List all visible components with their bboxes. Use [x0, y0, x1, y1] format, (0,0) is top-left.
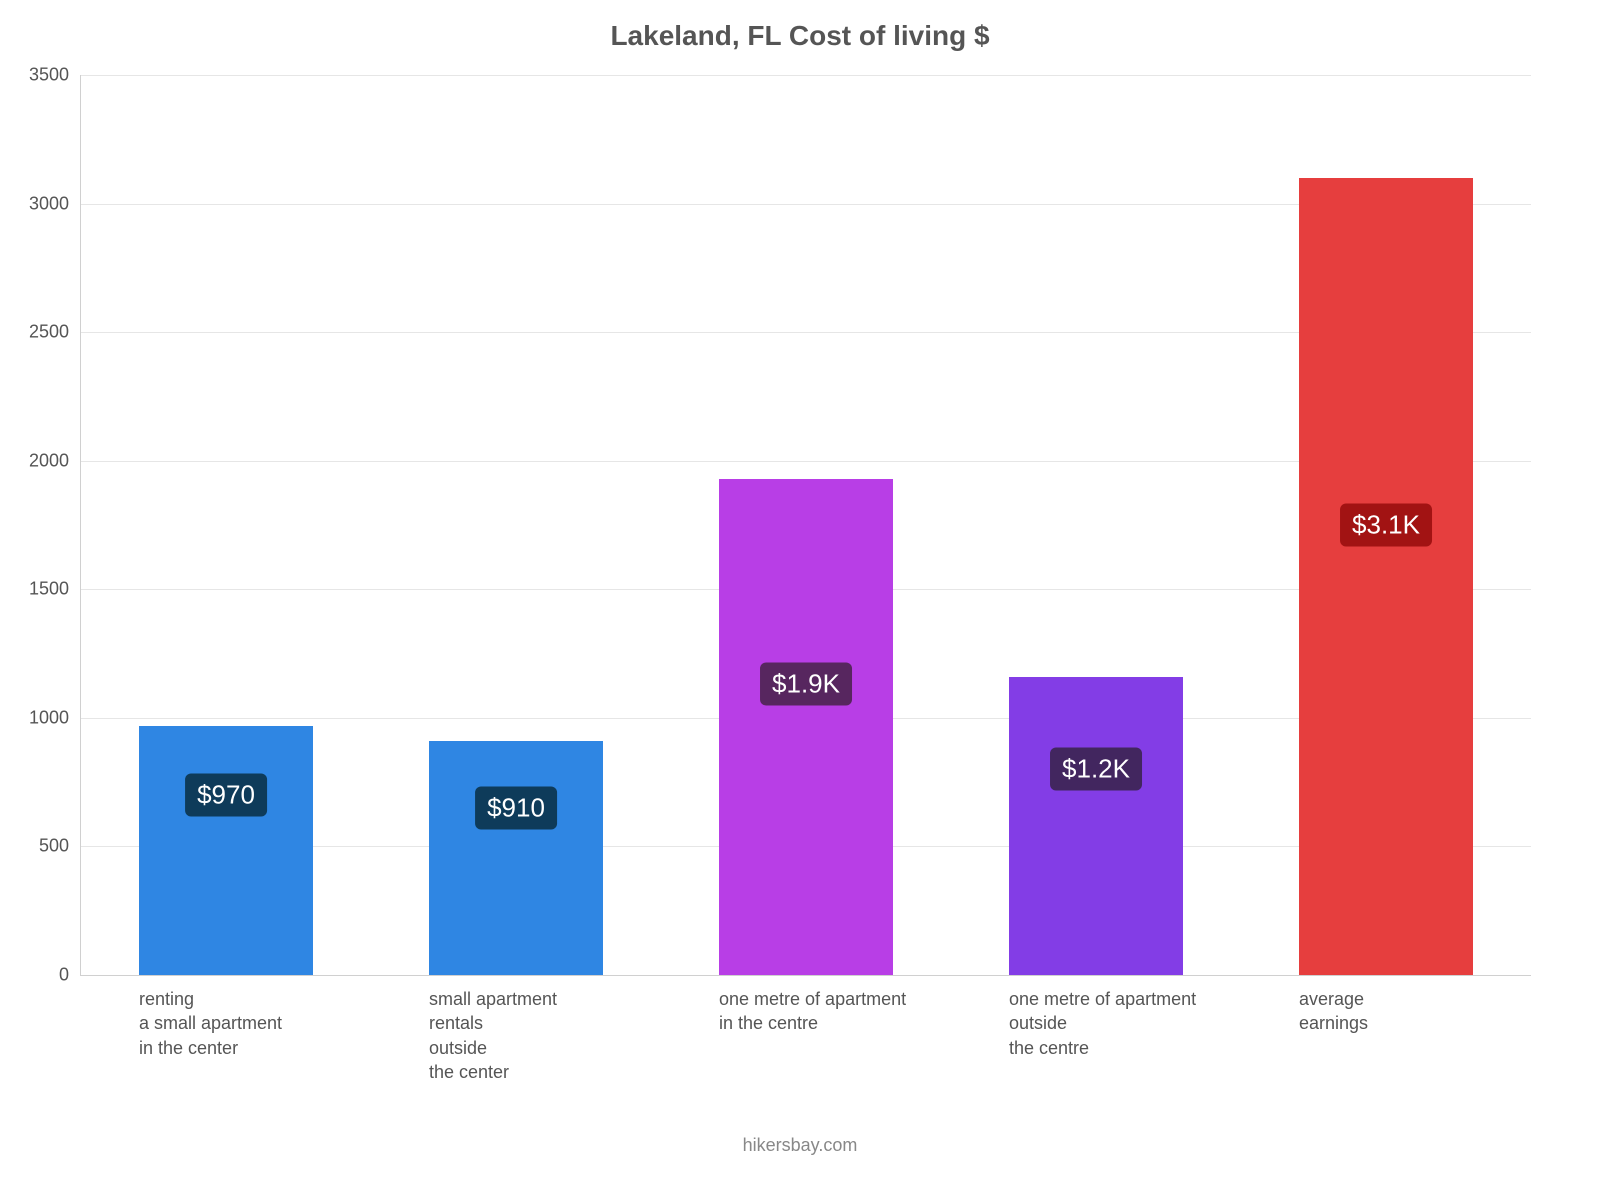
- xtick-label: renting a small apartment in the center: [139, 987, 429, 1060]
- chart-title: Lakeland, FL Cost of living $: [0, 20, 1600, 52]
- ytick-label: 2000: [1, 450, 69, 471]
- xtick-label: average earnings: [1299, 987, 1589, 1036]
- xtick-label: small apartment rentals outside the cent…: [429, 987, 719, 1084]
- gridline: [81, 75, 1531, 76]
- ytick-label: 3500: [1, 65, 69, 86]
- value-badge: $3.1K: [1340, 504, 1432, 547]
- plot-area: 0500100015002000250030003500$970renting …: [80, 75, 1531, 976]
- bar: [719, 479, 893, 975]
- ytick-label: 2500: [1, 322, 69, 343]
- ytick-label: 500: [1, 836, 69, 857]
- value-badge: $970: [185, 774, 267, 817]
- ytick-label: 3000: [1, 193, 69, 214]
- ytick-label: 0: [1, 965, 69, 986]
- xtick-label: one metre of apartment outside the centr…: [1009, 987, 1299, 1060]
- ytick-label: 1500: [1, 579, 69, 600]
- bar: [1009, 677, 1183, 975]
- value-badge: $1.2K: [1050, 748, 1142, 791]
- ytick-label: 1000: [1, 707, 69, 728]
- xtick-label: one metre of apartment in the centre: [719, 987, 1009, 1036]
- attribution: hikersbay.com: [0, 1135, 1600, 1156]
- bar: [139, 726, 313, 975]
- bar: [429, 741, 603, 975]
- chart-container: Lakeland, FL Cost of living $ 0500100015…: [0, 0, 1600, 1200]
- value-badge: $910: [475, 786, 557, 829]
- value-badge: $1.9K: [760, 663, 852, 706]
- bar: [1299, 178, 1473, 975]
